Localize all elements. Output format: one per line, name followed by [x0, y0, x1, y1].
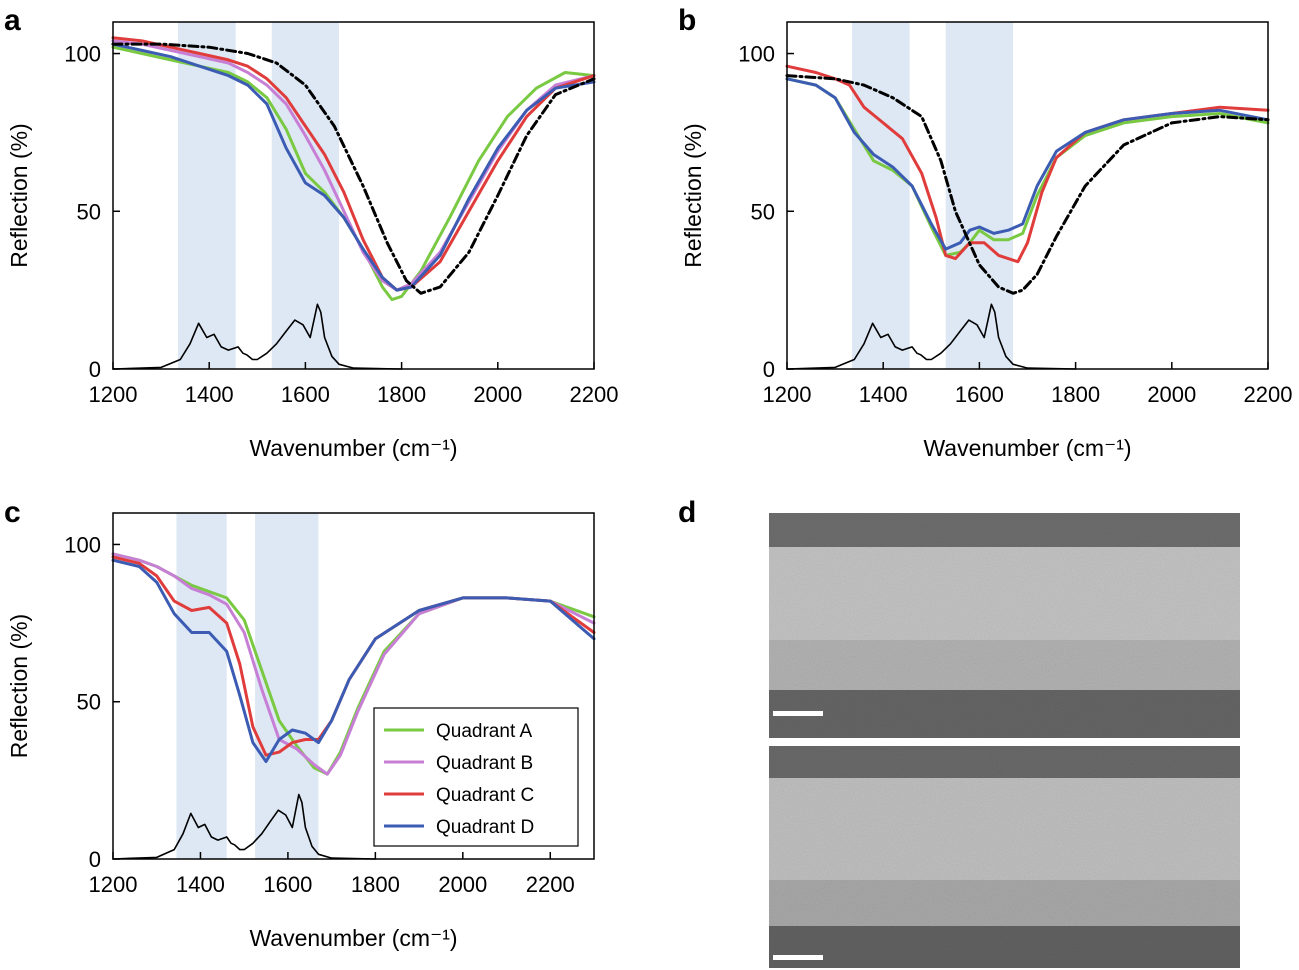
sem-bottom-substrate — [769, 926, 1240, 968]
y-tick-label: 50 — [77, 199, 101, 224]
chart-panel-b: 1200 1400 1600 1800 2000 2200 0 50 100 Wavenumber… — [680, 21, 1293, 461]
x-tick-label: 1400 — [176, 872, 225, 897]
y-tick-label: 100 — [64, 42, 101, 67]
plot-frame — [112, 21, 595, 370]
x-tick-label: 2200 — [526, 872, 575, 897]
legend-label: Quadrant C — [436, 785, 534, 806]
series-line-reference — [785, 74, 1270, 295]
x-axis-title: Wavenumber (cm⁻¹) — [249, 435, 457, 461]
x-tick-label: 1200 — [89, 872, 138, 897]
y-tick-label: 100 — [64, 532, 101, 557]
series-line-quadrant-c — [111, 36, 596, 292]
x-axis-title: Wavenumber (cm⁻¹) — [923, 435, 1131, 461]
series-line-quadrant-d — [785, 77, 1270, 251]
series-line-absorbance — [786, 303, 1077, 370]
x-tick-label: 1600 — [281, 382, 330, 407]
series-line-quadrant-d — [111, 42, 596, 292]
series-line-quadrant-b — [111, 39, 596, 292]
shaded-band-1 — [851, 22, 910, 369]
sem-top-film-lower — [769, 640, 1240, 690]
scale-bar-bottom — [773, 955, 823, 960]
y-tick-label: 0 — [763, 357, 775, 382]
panel-letter-b: b — [678, 4, 696, 37]
x-tick-label: 1400 — [859, 382, 908, 407]
x-tick-label: 1800 — [377, 382, 426, 407]
panel-letter-d: d — [678, 496, 696, 529]
x-tick-label: 1800 — [351, 872, 400, 897]
shaded-band-2 — [255, 513, 319, 859]
x-tick-label: 1200 — [763, 382, 812, 407]
x-axis-title: Wavenumber (cm⁻¹) — [249, 925, 457, 951]
legend-label: Quadrant D — [436, 817, 534, 838]
chart-panel-a: 1200 1400 1600 1800 2000 2200 0 50 100 Wavenumber… — [6, 21, 619, 461]
panel-letter-a: a — [4, 4, 21, 37]
sem-image-top — [769, 513, 1240, 738]
shaded-band-2 — [271, 22, 340, 369]
y-axis-title: Reflection (%) — [6, 614, 32, 758]
x-tick-label: 1600 — [263, 872, 312, 897]
sem-image-bottom — [769, 746, 1240, 968]
plot-frame — [786, 21, 1269, 370]
x-tick-label: 2000 — [438, 872, 487, 897]
y-tick-label: 0 — [89, 847, 101, 872]
panel-letter-c: c — [4, 496, 21, 529]
y-axis-title: Reflection (%) — [6, 123, 32, 267]
scale-bar-top — [773, 711, 823, 716]
legend-label: Quadrant A — [436, 721, 532, 742]
y-tick-label: 50 — [77, 690, 101, 715]
x-tick-label: 1400 — [185, 382, 234, 407]
shaded-band-2 — [945, 22, 1014, 369]
sem-micrograph-icon — [769, 513, 1240, 968]
x-tick-label: 2000 — [1147, 382, 1196, 407]
x-tick-label: 2200 — [570, 382, 619, 407]
legend-label: Quadrant B — [436, 753, 533, 774]
y-axis-title: Reflection (%) — [680, 123, 706, 267]
series-line-reference — [111, 42, 596, 295]
y-tick-label: 50 — [751, 199, 775, 224]
shaded-band-1 — [176, 513, 227, 859]
shaded-band-1 — [177, 22, 236, 369]
y-tick-label: 0 — [89, 357, 101, 382]
legend: Quadrant A Quadrant B Quadrant C Quadrant D — [373, 707, 579, 847]
sem-top-substrate — [769, 690, 1240, 738]
x-tick-label: 1200 — [89, 382, 138, 407]
chart-panel-c: 1200 1400 1600 1800 2000 2200 0 50 100 Wavenumber… — [6, 512, 596, 951]
series-line-absorbance — [112, 793, 377, 860]
x-tick-label: 2000 — [473, 382, 522, 407]
series-line-absorbance — [112, 303, 403, 370]
y-tick-label: 100 — [738, 42, 775, 67]
x-tick-label: 2200 — [1244, 382, 1293, 407]
sem-bottom-film-lower — [769, 880, 1240, 926]
x-tick-label: 1800 — [1051, 382, 1100, 407]
plot-frame — [112, 512, 595, 860]
x-tick-label: 1600 — [955, 382, 1004, 407]
series-line-quadrant-d — [111, 558, 596, 763]
